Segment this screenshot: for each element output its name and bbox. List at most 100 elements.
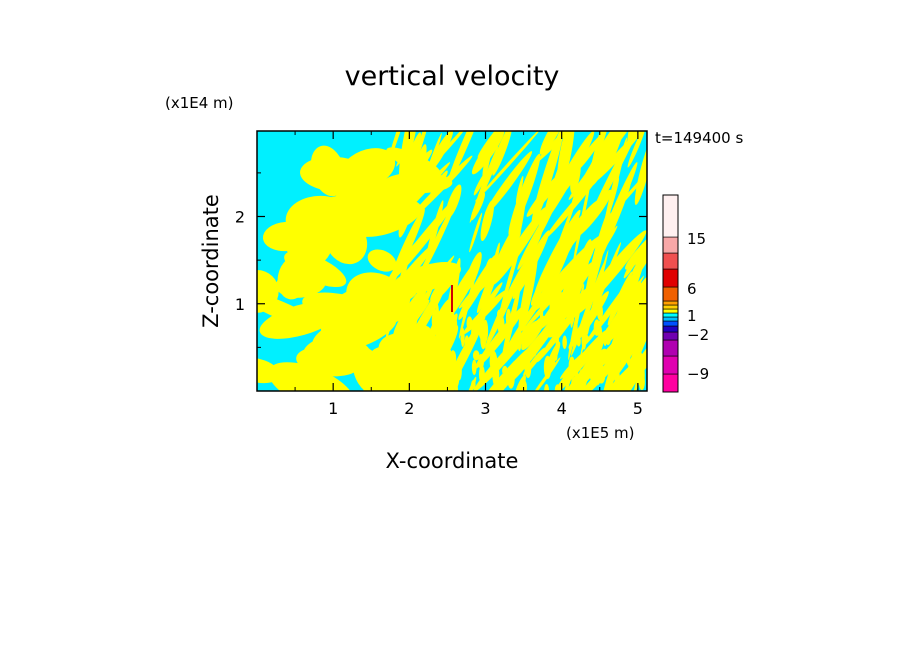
x-unit-label: (x1E5 m)	[566, 424, 635, 442]
field-speckle	[612, 340, 617, 357]
field-speckle	[569, 312, 575, 325]
field-speckle	[548, 314, 555, 333]
field-speckle	[591, 358, 598, 368]
field-speckle	[638, 373, 645, 391]
field-speckle	[431, 309, 440, 333]
field-speckle	[631, 354, 635, 370]
field-patch	[277, 256, 310, 300]
field-speckle	[471, 359, 477, 375]
field-speckle	[574, 319, 578, 338]
field-speckle	[448, 320, 456, 334]
field-speckle	[528, 346, 533, 353]
field-patch	[367, 249, 397, 272]
field-speckle	[619, 331, 628, 342]
field-streak	[531, 131, 564, 227]
field-speckle	[555, 331, 560, 354]
field-streak	[471, 344, 536, 391]
field-streak	[515, 175, 524, 205]
field-speckle	[596, 303, 603, 321]
field-streak	[475, 282, 503, 321]
y-unit-label: (x1E4 m)	[165, 94, 234, 112]
colorbar-swatch	[662, 268, 679, 288]
field-streak	[560, 365, 574, 391]
field-speckle	[471, 324, 477, 341]
field-streak	[394, 162, 451, 222]
field-speckle	[443, 355, 449, 377]
field-speckle	[524, 360, 532, 378]
field-speckle	[497, 314, 505, 336]
x-tick-label: 3	[480, 399, 490, 418]
colorbar-swatch	[662, 286, 679, 302]
field-streak	[562, 173, 577, 194]
field-speckle	[583, 328, 587, 339]
field-speckle	[555, 314, 559, 337]
colorbar-swatch	[662, 304, 679, 310]
colorbar-swatch	[662, 194, 679, 238]
colorbar-frame	[662, 194, 679, 393]
field-speckle	[548, 358, 556, 368]
field-streak	[602, 165, 647, 224]
field-streak	[429, 131, 470, 168]
colorbar-swatch	[662, 312, 679, 318]
colorbar-swatch	[662, 316, 679, 322]
field-speckle	[544, 384, 550, 391]
field-speckle	[502, 365, 508, 376]
field-speckle	[464, 335, 470, 354]
y-tick-label: 1	[235, 295, 245, 314]
field-streak	[627, 131, 646, 168]
field-speckle	[585, 316, 589, 335]
field-streak	[537, 162, 575, 233]
field-speckle	[600, 348, 608, 358]
field-patch	[268, 362, 355, 391]
field-speckle	[597, 361, 604, 383]
field-speckle	[595, 325, 599, 334]
field-streak	[588, 182, 631, 281]
field-streak	[539, 131, 567, 155]
field-speckle	[407, 341, 414, 351]
field-speckle	[617, 313, 623, 327]
colorbar-label: −9	[687, 365, 709, 383]
field-streak	[625, 220, 647, 270]
field-streak	[576, 230, 647, 315]
field-streak	[384, 149, 433, 208]
colorbar-label: 6	[687, 280, 697, 298]
field-speckle	[521, 306, 529, 322]
field-streak	[501, 284, 521, 365]
field-streak	[589, 131, 642, 221]
timestamp-label: t=149400 s	[655, 129, 743, 147]
colorbar-swatch	[662, 308, 679, 314]
field-speckle	[418, 339, 423, 346]
field-speckle	[626, 353, 631, 366]
field-speckle	[521, 379, 525, 391]
field-streak	[492, 131, 512, 176]
field-streak	[429, 324, 459, 373]
x-tick-label: 1	[328, 399, 338, 418]
field-streak	[553, 217, 580, 282]
field-speckle	[598, 325, 603, 344]
field-speckle	[471, 379, 476, 390]
field-streak	[368, 235, 443, 314]
field-speckle	[625, 340, 633, 348]
y-axis-ticks: 12	[235, 172, 647, 348]
field-speckle	[517, 327, 522, 352]
field-patch	[300, 156, 371, 192]
field-streak	[383, 164, 430, 218]
field-speckle	[568, 356, 576, 376]
field-streak	[548, 198, 577, 275]
field-streak	[514, 232, 542, 285]
y-axis-label: Z-coordinate	[199, 194, 223, 328]
field-streak	[421, 133, 442, 190]
field-speckle	[639, 311, 644, 336]
field-streak	[475, 131, 542, 202]
field-speckle	[553, 352, 558, 361]
field-streak	[484, 151, 533, 215]
field-streak	[434, 255, 455, 283]
field-speckle	[576, 335, 581, 347]
colorbar-label: −2	[687, 326, 709, 344]
plot-frame	[256, 130, 648, 392]
x-axis-ticks: 1 2 3 4 5	[294, 131, 643, 418]
field-patch	[259, 301, 342, 339]
field-streak	[477, 131, 515, 158]
field-speckle	[452, 361, 458, 378]
field-speckle	[423, 326, 431, 340]
